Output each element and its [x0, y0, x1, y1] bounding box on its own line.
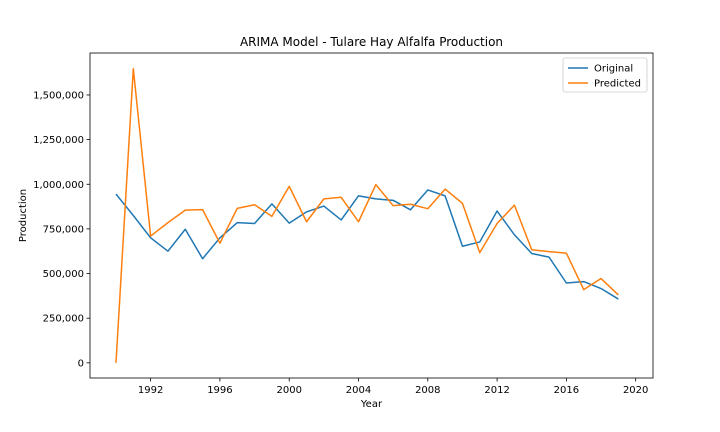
x-tick-label: 2020 [623, 385, 648, 396]
y-axis-label: Production [18, 189, 29, 242]
plot-frame [89, 52, 654, 379]
x-tick-label: 2000 [276, 385, 301, 396]
chart-title: ARIMA Model - Tulare Hay Alfalfa Product… [240, 35, 503, 49]
series-line-predicted [115, 67, 619, 363]
legend-label-predicted: Predicted [594, 79, 641, 90]
x-axis-label: Year [360, 399, 383, 410]
y-tick-label: 0 [78, 358, 84, 369]
legend: Original Predicted [562, 57, 648, 93]
y-tick-label: 500,000 [43, 269, 84, 280]
x-tick-label: 1996 [207, 385, 232, 396]
plot-area [115, 67, 619, 363]
y-tick-label: 750,000 [43, 224, 84, 235]
series-line-original [115, 189, 619, 300]
x-tick-label: 2008 [415, 385, 440, 396]
x-tick-label: 2004 [346, 385, 371, 396]
x-tick-label: 1992 [138, 385, 163, 396]
x-tick-label: 2012 [484, 385, 509, 396]
y-tick-label: 250,000 [43, 314, 84, 325]
y-tick-label: 1,250,000 [33, 135, 84, 146]
x-tick-label: 2016 [554, 385, 579, 396]
y-tick-label: 1,000,000 [33, 180, 84, 191]
legend-label-original: Original [594, 64, 633, 75]
y-tick-label: 1,500,000 [33, 90, 84, 101]
